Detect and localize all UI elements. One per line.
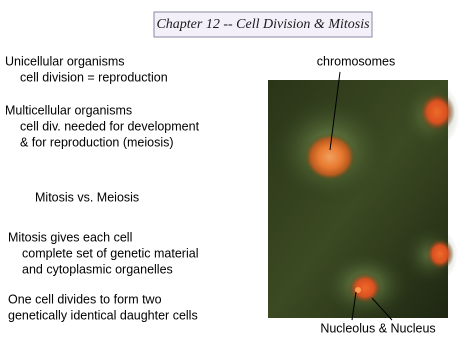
pointer-line [351,291,357,321]
figure-label: Nucleolus & Nucleus [320,321,435,335]
text-line: Mitosis gives each cell [8,230,132,244]
text-line: & for reproduction (meiosis) [20,135,174,149]
text-line: Multicellular organisms [5,103,132,117]
text-line: genetically identical daughter cells [8,308,198,322]
pointer-line [329,71,341,151]
slide-title: Chapter 12 -- Cell Division & Mitosis [156,17,370,32]
micrograph [268,80,460,320]
text-line: Mitosis vs. Meiosis [35,190,139,204]
pointer-line [371,297,393,321]
text-line: and cytoplasmic organelles [22,262,173,276]
text-line: complete set of genetic material [22,246,198,260]
text-line: Unicellular organisms [5,54,125,68]
figure-label: chromosomes [317,54,396,68]
text-line: cell div. needed for development [20,119,200,133]
text-line: One cell divides to form two [8,292,162,306]
text-line: cell division = reproduction [20,70,168,84]
title-box [153,11,373,38]
